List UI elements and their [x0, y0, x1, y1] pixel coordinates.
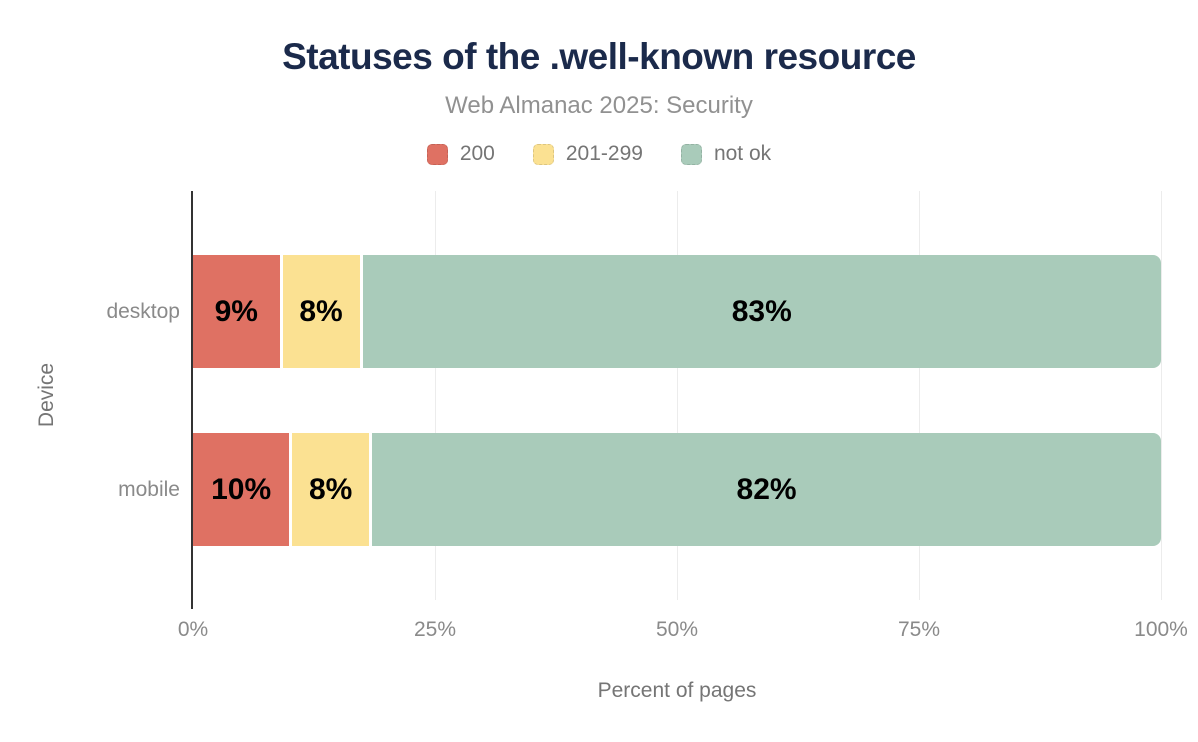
- legend-label: 201-299: [565, 142, 643, 165]
- plot-area: desktop 9% 8% 83% mobile 10% 8% 82%: [106, 191, 1162, 609]
- legend-label: not ok: [713, 142, 772, 165]
- bar-segment: 82%: [372, 433, 1161, 546]
- x-tick-label: 50%: [655, 618, 699, 641]
- y-axis-line: [191, 191, 193, 609]
- bar-segment: 8%: [282, 255, 360, 368]
- legend-swatch-icon: [680, 143, 702, 165]
- bar-value-label: 8%: [309, 472, 353, 506]
- x-tick-label: 25%: [413, 618, 457, 641]
- x-tick-label: 100%: [1134, 618, 1188, 641]
- gridline: [918, 191, 920, 600]
- stacked-bar: 10% 8% 82%: [193, 433, 1161, 546]
- bar-segment: 83%: [362, 255, 1161, 368]
- gridline: [1160, 191, 1162, 600]
- x-axis-title: Percent of pages: [597, 679, 757, 702]
- y-axis-title: Device: [35, 362, 58, 428]
- category-label: desktop: [106, 299, 180, 323]
- bar-value-label: 8%: [299, 294, 343, 328]
- legend-swatch-icon: [532, 143, 554, 165]
- bar-row: mobile 10% 8% 82%: [118, 433, 1161, 546]
- bar-segment: 10%: [193, 433, 290, 546]
- bar-value-label: 9%: [214, 294, 258, 328]
- legend-item: 200: [426, 142, 495, 166]
- bar-segment: 9%: [193, 255, 280, 368]
- gridline: [676, 191, 678, 600]
- category-label: mobile: [118, 477, 180, 501]
- x-tick-label: 75%: [897, 618, 941, 641]
- x-axis-ticks: 0% 25% 50% 75% 100%: [178, 618, 1188, 646]
- bar-value-label: 83%: [731, 294, 792, 328]
- bar-segment: 8%: [292, 433, 370, 546]
- chart-subtitle: Web Almanac 2025: Security: [445, 92, 753, 119]
- legend-item: not ok: [680, 142, 772, 166]
- bar-value-label: 10%: [211, 472, 272, 506]
- legend-item: 201-299: [532, 142, 643, 166]
- gridline: [434, 191, 436, 600]
- stacked-bar: 9% 8% 83%: [193, 255, 1161, 368]
- bar-value-label: 82%: [736, 472, 797, 506]
- legend-label: 200: [459, 142, 495, 165]
- bar-row: desktop 9% 8% 83%: [106, 255, 1161, 368]
- chart-title: Statuses of the .well-known resource: [282, 36, 916, 77]
- legend: 200 201-299 not ok: [0, 142, 1198, 166]
- legend-swatch-icon: [426, 143, 448, 165]
- x-tick-label: 0%: [177, 618, 209, 641]
